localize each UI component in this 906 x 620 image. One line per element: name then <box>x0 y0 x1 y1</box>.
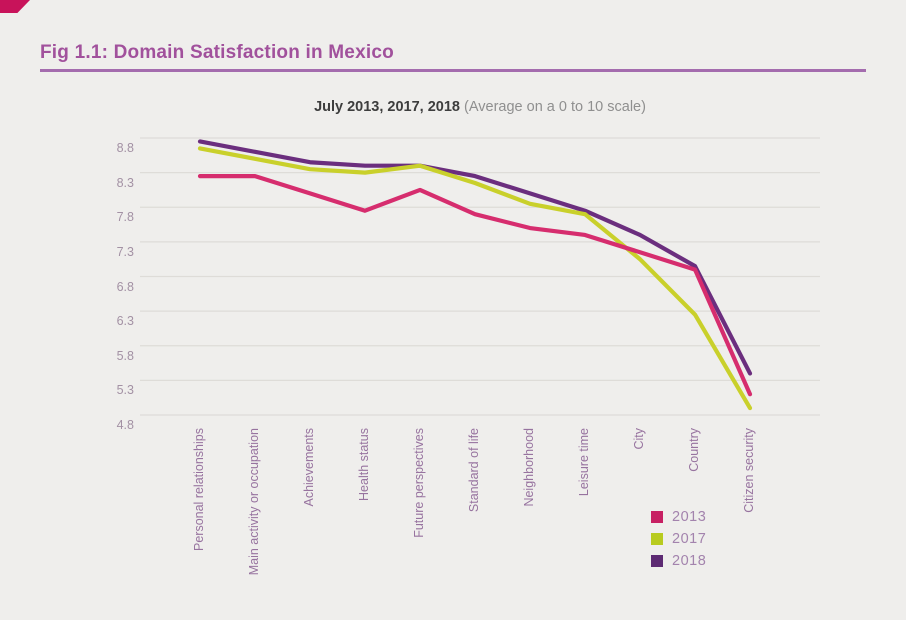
y-tick-label: 4.8 <box>116 418 134 432</box>
y-tick-label: 6.3 <box>116 314 134 329</box>
x-category-label: City <box>632 428 646 450</box>
legend-swatch-icon <box>651 533 663 545</box>
legend-swatch-icon <box>651 511 663 523</box>
title-divider <box>40 69 866 72</box>
y-tick-label: 8.3 <box>116 175 134 190</box>
x-category-label: Main activity or occupation <box>247 428 261 576</box>
legend-label: 2013 <box>672 509 707 525</box>
x-category-label: Personal relationships <box>192 428 206 551</box>
x-category-label: Future perspectives <box>412 428 426 538</box>
x-category-label: Achievements <box>302 428 316 507</box>
chart-subtitle-scale-note: (Average on a 0 to 10 scale) <box>460 99 646 115</box>
chart-legend: 2013 2017 2018 <box>651 506 706 572</box>
series-line-2013 <box>197 173 753 397</box>
legend-label: 2018 <box>672 553 707 569</box>
chart-subtitle: July 2013, 2017, 2018 (Average on a 0 to… <box>140 99 820 115</box>
series-line-2018 <box>197 139 753 376</box>
x-category-label: Country <box>687 428 701 472</box>
x-category-label: Neighborhood <box>522 428 536 507</box>
x-category-label: Health status <box>357 428 371 501</box>
y-tick-label: 7.3 <box>116 244 134 259</box>
legend-item-2017: 2017 <box>651 528 706 550</box>
x-category-label: Leisure time <box>577 428 591 497</box>
y-tick-label: 6.8 <box>116 279 134 294</box>
x-category-label: Citizen security <box>742 428 756 513</box>
y-tick-label: 8.8 <box>116 141 134 155</box>
legend-swatch-icon <box>651 555 663 567</box>
series-line-2017 <box>197 146 753 411</box>
legend-label: 2017 <box>672 531 707 547</box>
legend-item-2013: 2013 <box>651 506 706 528</box>
chart-subtitle-period: July 2013, 2017, 2018 <box>314 99 460 115</box>
y-tick-label: 5.8 <box>116 348 134 363</box>
x-category-label: Standard of life <box>467 428 481 513</box>
legend-item-2018: 2018 <box>651 550 706 572</box>
y-tick-label: 5.3 <box>116 383 134 398</box>
y-tick-label: 7.8 <box>116 210 134 225</box>
figure-title: Fig 1.1: Domain Satisfaction in Mexico <box>40 42 394 63</box>
